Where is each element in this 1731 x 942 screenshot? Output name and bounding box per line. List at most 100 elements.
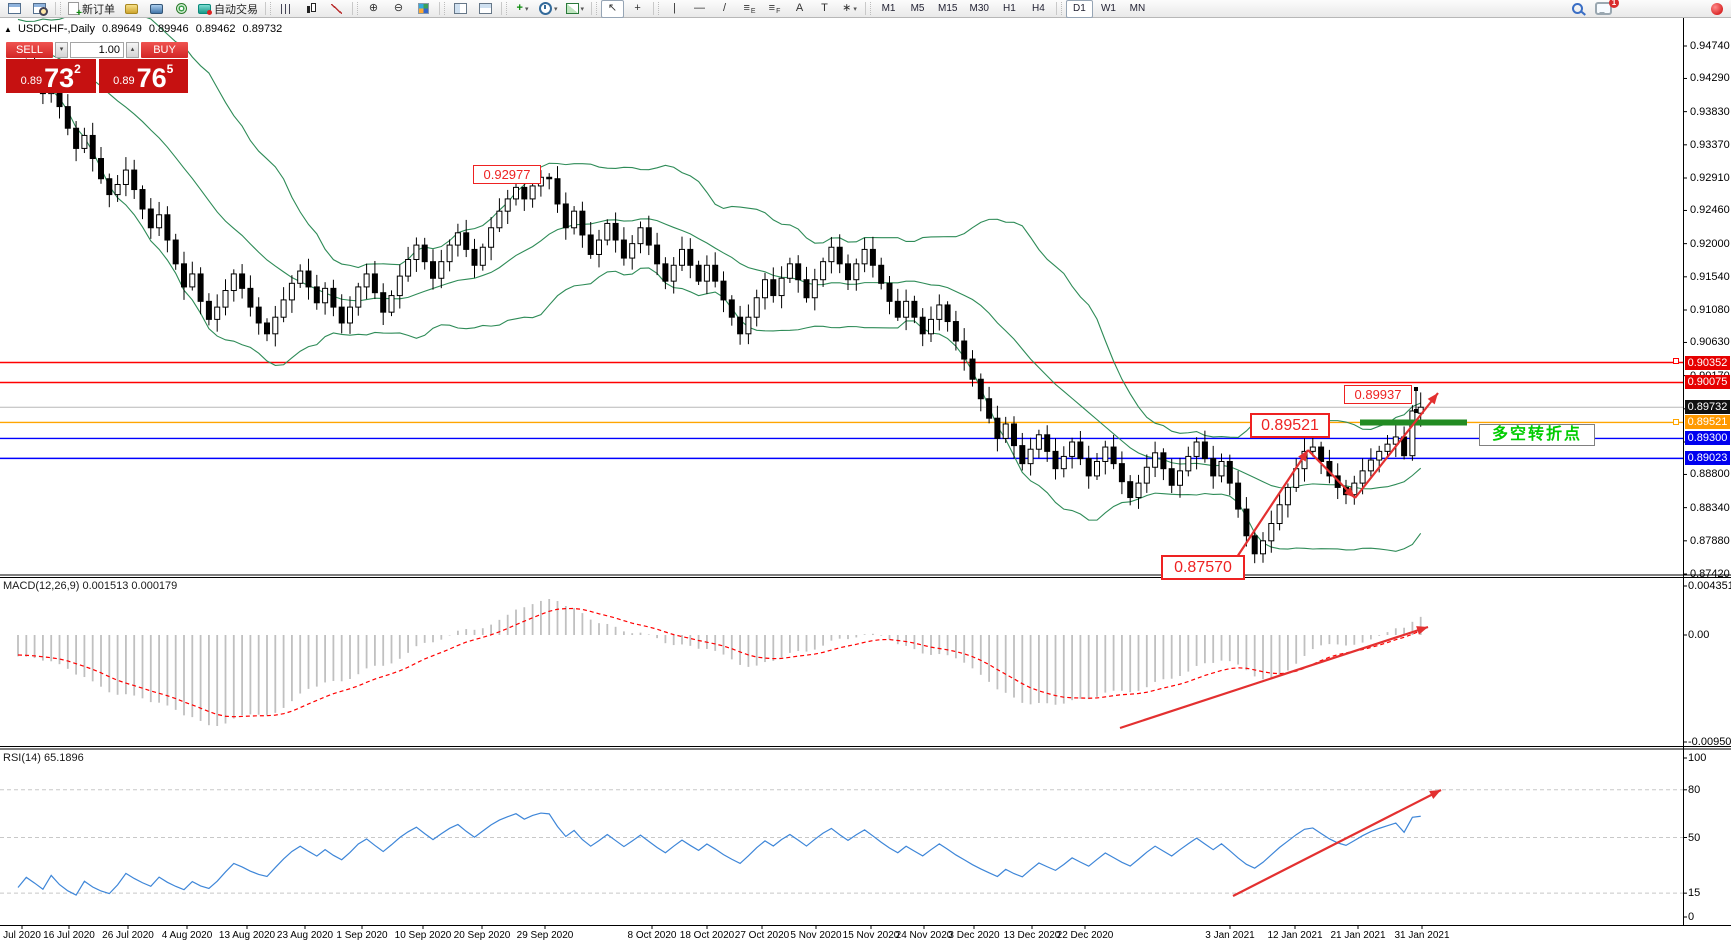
autotrading-button[interactable]: 自动交易 bbox=[195, 0, 261, 18]
tile-windows-icon bbox=[454, 3, 467, 14]
autotrading-button bbox=[198, 3, 212, 15]
cascade-windows-icon bbox=[479, 3, 492, 14]
chart-profile-icon[interactable] bbox=[28, 0, 51, 18]
bar-chart-icon bbox=[281, 3, 292, 14]
line-chart-icon bbox=[331, 3, 342, 14]
chat-icon bbox=[1595, 2, 1612, 15]
periods-icon bbox=[539, 2, 552, 15]
indicators-list-icon[interactable] bbox=[412, 0, 435, 18]
candlestick-chart-icon[interactable] bbox=[300, 0, 323, 18]
zoom-out-icon[interactable]: ⊖ bbox=[393, 2, 404, 14]
crosshair-icon[interactable]: + bbox=[634, 2, 641, 14]
ohlc-high: 0.89946 bbox=[148, 23, 189, 35]
horizontal-line-icon[interactable]: — bbox=[694, 2, 706, 14]
notification-badge bbox=[1710, 2, 1723, 15]
timeframe-M30-button[interactable]: M30 bbox=[969, 3, 989, 14]
new-chart-icon bbox=[8, 3, 21, 14]
buy-price-big: 76 bbox=[136, 63, 167, 93]
search-icon[interactable] bbox=[1567, 0, 1590, 18]
timeframe-H4-button[interactable]: H4 bbox=[1032, 3, 1045, 14]
metaeditor-icon bbox=[125, 3, 138, 14]
tile-windows-icon[interactable] bbox=[449, 0, 472, 18]
add-indicator-icon[interactable]: + ▾ bbox=[516, 2, 529, 14]
signals-icon bbox=[176, 3, 187, 14]
buy-price-box[interactable]: 0.89 76 5 bbox=[98, 59, 188, 93]
vertical-line-icon[interactable]: | bbox=[673, 2, 676, 14]
chart-profile-icon bbox=[33, 3, 48, 16]
rsi-panel bbox=[0, 789, 1683, 896]
new-order-button bbox=[68, 2, 82, 19]
bar-chart-icon[interactable] bbox=[275, 0, 298, 18]
timeframe-M5-button[interactable]: M5 bbox=[910, 3, 925, 14]
timeframe-H1-button[interactable]: H1 bbox=[1003, 3, 1016, 14]
sell-button[interactable]: SELL bbox=[6, 42, 53, 58]
line-chart-icon[interactable] bbox=[325, 0, 348, 18]
periods-icon[interactable]: ▾ bbox=[536, 0, 561, 18]
panel-frame bbox=[0, 18, 1731, 929]
toolbar-separator bbox=[591, 2, 598, 15]
trendline-icon[interactable]: / bbox=[723, 2, 727, 14]
sell-price-prefix: 0.89 bbox=[20, 75, 43, 87]
cursor-icon[interactable]: ↖ bbox=[601, 0, 625, 18]
volume-increase-button[interactable]: ▴ bbox=[126, 42, 139, 58]
terminal-icon bbox=[150, 3, 163, 14]
equidistant-channel-icon[interactable]: ≡ E bbox=[743, 2, 756, 15]
toolbar-separator bbox=[55, 2, 61, 15]
buy-price-prefix: 0.89 bbox=[113, 75, 135, 87]
unread-count-badge: 1 bbox=[1609, 0, 1619, 8]
rsi-indicator-label: RSI(14) 65.1896 bbox=[3, 752, 84, 764]
fibonacci-retracement-icon[interactable]: ≡ F bbox=[768, 2, 781, 15]
toolbar-separator bbox=[865, 2, 872, 15]
toolbar-separator bbox=[1055, 2, 1062, 15]
macd-panel bbox=[17, 598, 1422, 726]
terminal-icon[interactable] bbox=[145, 0, 168, 18]
timeframe-MN-button[interactable]: MN bbox=[1129, 3, 1146, 14]
timeframe-M1-button[interactable]: M1 bbox=[881, 3, 896, 14]
annotations bbox=[1119, 358, 1679, 897]
notification-badge[interactable] bbox=[1705, 0, 1728, 18]
toolbar-separator bbox=[501, 2, 507, 15]
toolbar-separator bbox=[352, 2, 358, 15]
sell-price-pip: 2 bbox=[74, 62, 81, 76]
candles bbox=[15, 56, 1424, 564]
toolbar-separator bbox=[653, 2, 660, 15]
candlestick-chart-icon bbox=[306, 3, 317, 14]
timeframe-M15-button[interactable]: M15 bbox=[938, 3, 958, 14]
indicators-list-icon bbox=[418, 3, 429, 14]
ohlc-low: 0.89462 bbox=[195, 23, 236, 35]
dropdown-arrow-icon: ▾ bbox=[524, 5, 529, 13]
dropdown-arrow-icon: ▾ bbox=[554, 5, 558, 13]
signals-icon[interactable] bbox=[170, 0, 193, 18]
dropdown-arrow-icon: ▾ bbox=[580, 5, 585, 13]
timeframe-W1-button[interactable]: W1 bbox=[1100, 3, 1116, 14]
buy-price-pip: 5 bbox=[166, 62, 174, 76]
macd-indicator-label: MACD(12,26,9) 0.001513 0.000179 bbox=[3, 580, 178, 592]
buy-button[interactable]: BUY bbox=[141, 42, 188, 58]
symbol-header: ▲ USDCHF-,Daily 0.89649 0.89946 0.89462 … bbox=[4, 23, 286, 35]
search-icon bbox=[1571, 3, 1583, 14]
volume-decrease-button[interactable]: ▾ bbox=[55, 42, 68, 58]
turning-point-note[interactable]: 多空转折点 bbox=[1479, 424, 1595, 446]
symbol-name: USDCHF-,Daily bbox=[17, 23, 95, 35]
new-chart-icon[interactable] bbox=[3, 0, 26, 18]
sell-price-box[interactable]: 0.89 73 2 bbox=[6, 59, 96, 93]
text-icon[interactable]: A bbox=[795, 2, 804, 14]
volume-input[interactable] bbox=[70, 42, 124, 58]
chat-icon[interactable]: 1 bbox=[1592, 0, 1619, 18]
toolbar-separator bbox=[439, 2, 445, 15]
metaeditor-icon[interactable] bbox=[120, 0, 143, 18]
dropdown-arrow-icon: ▾ bbox=[853, 5, 857, 13]
cascade-windows-icon[interactable] bbox=[474, 0, 497, 18]
horizontal-levels bbox=[0, 361, 1683, 460]
new-order-button[interactable]: 新订单 bbox=[65, 0, 118, 19]
template-icon bbox=[565, 3, 579, 14]
timeframe-D1-button[interactable]: D1 bbox=[1065, 0, 1093, 18]
text-label-icon[interactable]: T bbox=[821, 2, 828, 14]
main-toolbar: 新订单自动交易⊕⊖+▾▾▾↖+|—/≡E≡FAT∗▾M1M5M15M30H1H4… bbox=[0, 0, 1731, 19]
arrows-icon[interactable]: ∗ ▾ bbox=[842, 2, 857, 14]
template-icon[interactable]: ▾ bbox=[563, 0, 588, 18]
ohlc-open: 0.89649 bbox=[102, 23, 142, 35]
zoom-in-icon[interactable]: ⊕ bbox=[368, 2, 379, 14]
